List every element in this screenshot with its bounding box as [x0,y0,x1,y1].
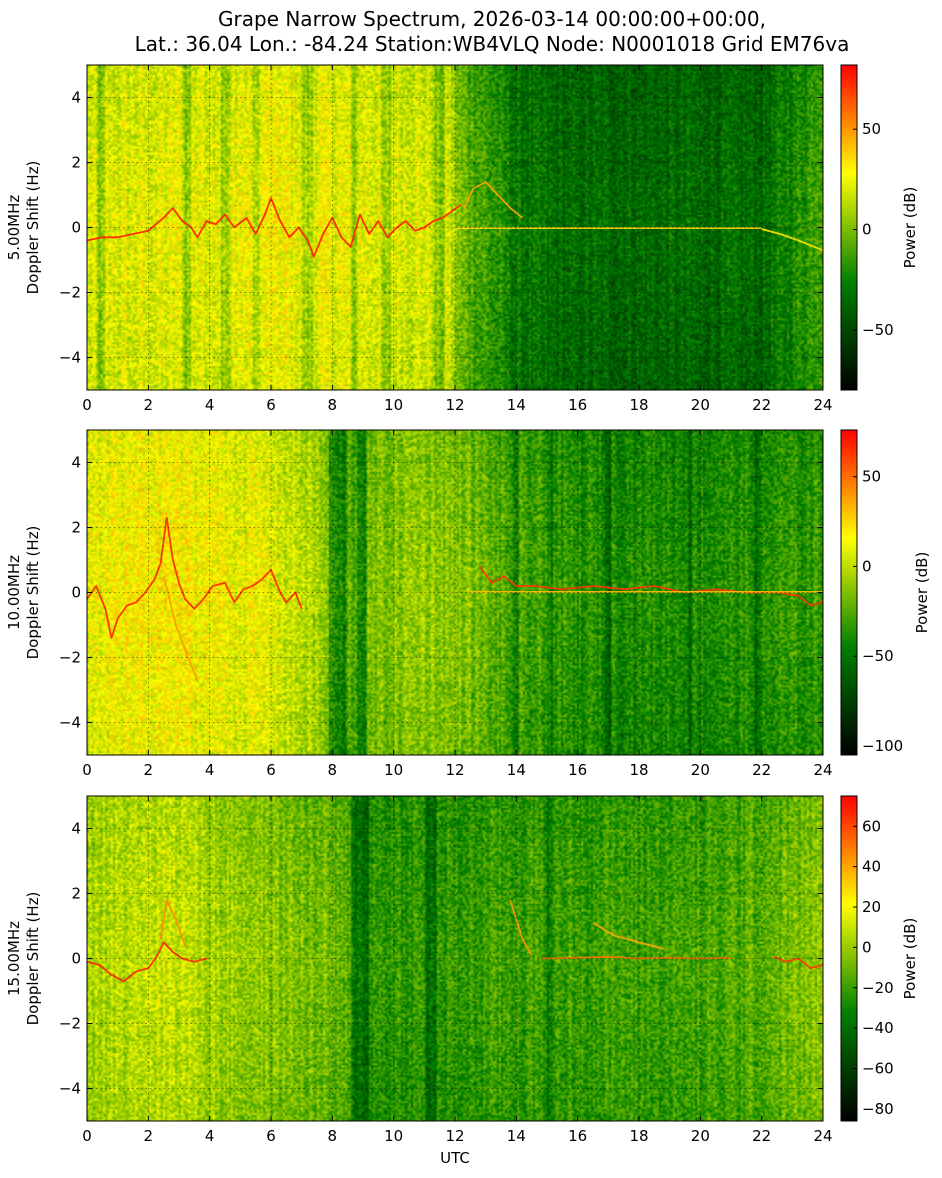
colorbar-label: Power (dB) [901,187,919,269]
x-tick-label: 8 [328,1127,338,1145]
y-axis-label: 5.00MHz [5,195,23,261]
colorbar-tick-label: −40 [862,1019,894,1037]
colorbar-tick-label: −50 [862,647,894,665]
x-tick-label: 16 [568,396,587,414]
doppler-trace-0 [86,941,207,983]
colorbar-tick-label: −80 [862,1100,894,1118]
x-tick-label: 16 [568,1127,587,1145]
colorbar-tick-label: −20 [862,979,894,997]
y-axis-label: Doppler Shift (Hz) [24,161,42,295]
doppler-trace-3 [761,228,824,252]
colorbar-tick-label: 0 [862,221,872,239]
x-tick-label: 16 [568,761,587,779]
y-tick-label: −4 [59,1080,81,1098]
colorbar-tick-label: −60 [862,1060,894,1078]
x-tick-label: 12 [445,396,464,414]
x-tick-label: 4 [205,761,215,779]
colorbar-tick-label: 0 [862,557,872,575]
x-tick-label: 2 [144,396,154,414]
doppler-trace-2 [509,899,533,956]
y-axis-label: 10.00MHz [5,555,23,630]
x-tick-label: 24 [813,396,832,414]
colorbar-tick-label: 50 [862,468,881,486]
x-tick-label: 4 [205,396,215,414]
doppler-trace-4 [592,922,664,950]
doppler-trace-1 [159,899,186,946]
colorbar-label: Power (dB) [901,918,919,1000]
y-tick-label: 0 [71,950,81,968]
x-tick-label: 10 [384,761,403,779]
x-tick-label: 12 [445,761,464,779]
x-tick-label: 24 [813,761,832,779]
y-tick-label: 0 [71,584,81,602]
x-tick-label: 18 [629,396,648,414]
x-tick-label: 0 [82,761,92,779]
colorbar-tick-label: 50 [862,120,881,138]
figure-title-line-2: Lat.: 36.04 Lon.: -84.24 Station:WB4VLQ … [135,32,850,56]
y-tick-label: −2 [59,1015,81,1033]
colorbar-tick-label: 40 [862,858,881,876]
x-tick-label: 0 [82,396,92,414]
y-tick-label: 0 [71,219,81,237]
y-tick-label: −2 [59,284,81,302]
x-axis-label: UTC [440,1149,470,1167]
colorbar-tick-label: −50 [862,321,894,339]
y-tick-label: 4 [71,820,81,838]
y-tick-label: 2 [71,519,81,537]
colorbar [840,429,858,756]
x-tick-label: 6 [266,761,276,779]
colorbar-tick-label: −100 [862,737,903,755]
y-tick-label: −4 [59,349,81,367]
y-tick-label: −4 [59,714,81,732]
y-axis-label: Doppler Shift (Hz) [24,526,42,660]
y-axis-label: 15.00MHz [5,921,23,996]
x-tick-label: 8 [328,396,338,414]
doppler-trace-2 [162,576,199,681]
doppler-trace-1 [463,181,524,219]
x-tick-label: 0 [82,1127,92,1145]
x-tick-label: 12 [445,1127,464,1145]
x-tick-label: 4 [205,1127,215,1145]
y-tick-label: 2 [71,154,81,172]
y-tick-label: 4 [71,89,81,107]
y-axis-label: Doppler Shift (Hz) [24,892,42,1026]
x-tick-label: 10 [384,396,403,414]
x-tick-label: 20 [691,1127,710,1145]
x-tick-label: 22 [752,1127,771,1145]
colorbar-tick-label: 20 [862,898,881,916]
x-tick-label: 10 [384,1127,403,1145]
x-tick-label: 22 [752,761,771,779]
x-tick-label: 20 [691,396,710,414]
colorbar [840,795,858,1122]
x-tick-label: 6 [266,1127,276,1145]
x-tick-label: 14 [507,1127,526,1145]
figure-title-line-1: Grape Narrow Spectrum, 2026-03-14 00:00:… [218,7,766,31]
x-tick-label: 2 [144,761,154,779]
x-tick-label: 22 [752,396,771,414]
y-tick-label: 4 [71,454,81,472]
x-tick-label: 14 [507,761,526,779]
x-tick-label: 6 [266,396,276,414]
x-tick-label: 14 [507,396,526,414]
x-tick-label: 20 [691,761,710,779]
doppler-trace-0 [86,516,303,639]
y-tick-label: 2 [71,885,81,903]
doppler-trace-0 [86,197,462,258]
x-tick-label: 18 [629,1127,648,1145]
x-tick-label: 8 [328,761,338,779]
x-tick-label: 18 [629,761,648,779]
colorbar-label: Power (dB) [913,552,931,634]
x-tick-label: 2 [144,1127,154,1145]
y-tick-label: −2 [59,649,81,667]
colorbar-tick-label: 0 [862,938,872,956]
x-tick-label: 24 [813,1127,832,1145]
colorbar-tick-label: 60 [862,817,881,835]
colorbar [840,64,858,391]
